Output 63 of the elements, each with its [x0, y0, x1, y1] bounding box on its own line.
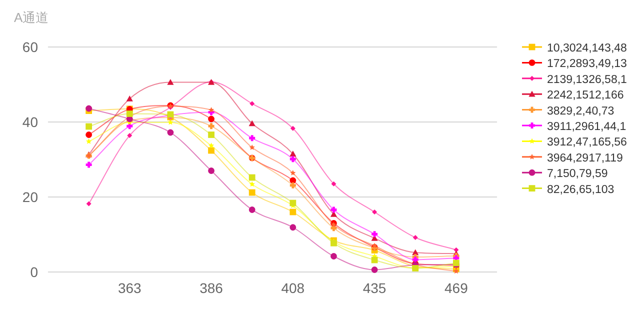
point — [371, 266, 378, 273]
point — [86, 105, 92, 112]
point — [167, 129, 174, 136]
y-tick-label: 60 — [22, 39, 38, 55]
point — [330, 253, 337, 260]
x-tick-label: 386 — [200, 280, 224, 296]
y-tick-label: 20 — [22, 189, 38, 205]
x-tick-label: 408 — [281, 280, 305, 296]
point — [86, 123, 92, 130]
point — [250, 101, 255, 106]
point — [208, 123, 214, 130]
point — [208, 147, 214, 154]
point — [331, 181, 336, 186]
legend-label: 2139,1326,58,1 — [547, 74, 627, 86]
point — [290, 156, 296, 162]
point — [86, 162, 92, 168]
point — [290, 224, 296, 231]
point — [372, 210, 378, 214]
point — [290, 170, 296, 176]
point — [208, 116, 214, 122]
x-tick-label: 435 — [362, 280, 386, 296]
point — [86, 132, 92, 138]
point — [126, 95, 133, 102]
legend-label: 10,3024,143,48 — [547, 42, 627, 54]
y-tick-label: 0 — [30, 264, 38, 280]
legend-label: 82,26,65,103 — [547, 184, 614, 196]
point — [248, 120, 256, 126]
legend-label: 172,2893,49,13 — [547, 58, 627, 70]
point — [248, 174, 256, 181]
x-tick-label: 469 — [444, 280, 468, 296]
point — [248, 189, 256, 196]
legend-label: 3911,2961,44,1 — [547, 121, 626, 133]
point — [290, 150, 296, 157]
point — [168, 119, 174, 125]
legend-label: 2242,1512,166 — [547, 90, 624, 102]
point — [290, 200, 296, 206]
legend-label: 7,150,79,59 — [547, 168, 608, 180]
point — [290, 208, 296, 216]
point — [290, 126, 296, 131]
y-tick-label: 40 — [22, 114, 38, 130]
chart-title: A通道 — [14, 10, 49, 25]
x-tick-label: 363 — [118, 280, 142, 296]
legend-label: 3912,47,165,56 — [547, 136, 627, 149]
point — [127, 133, 132, 138]
legend-label: 3964,2917,119 — [547, 152, 623, 164]
point — [249, 135, 256, 142]
point — [208, 107, 214, 112]
point — [248, 206, 256, 213]
point — [86, 138, 92, 144]
point — [330, 206, 337, 213]
point — [208, 142, 214, 148]
point — [453, 268, 460, 274]
point — [249, 181, 255, 187]
point — [372, 231, 378, 238]
legend-label: 3829,2,40,73 — [547, 105, 614, 118]
point — [126, 110, 133, 117]
point — [86, 201, 92, 206]
point — [208, 132, 214, 138]
point — [208, 168, 214, 174]
point — [290, 182, 296, 188]
point — [249, 144, 255, 150]
point — [167, 78, 174, 85]
point — [412, 235, 418, 240]
